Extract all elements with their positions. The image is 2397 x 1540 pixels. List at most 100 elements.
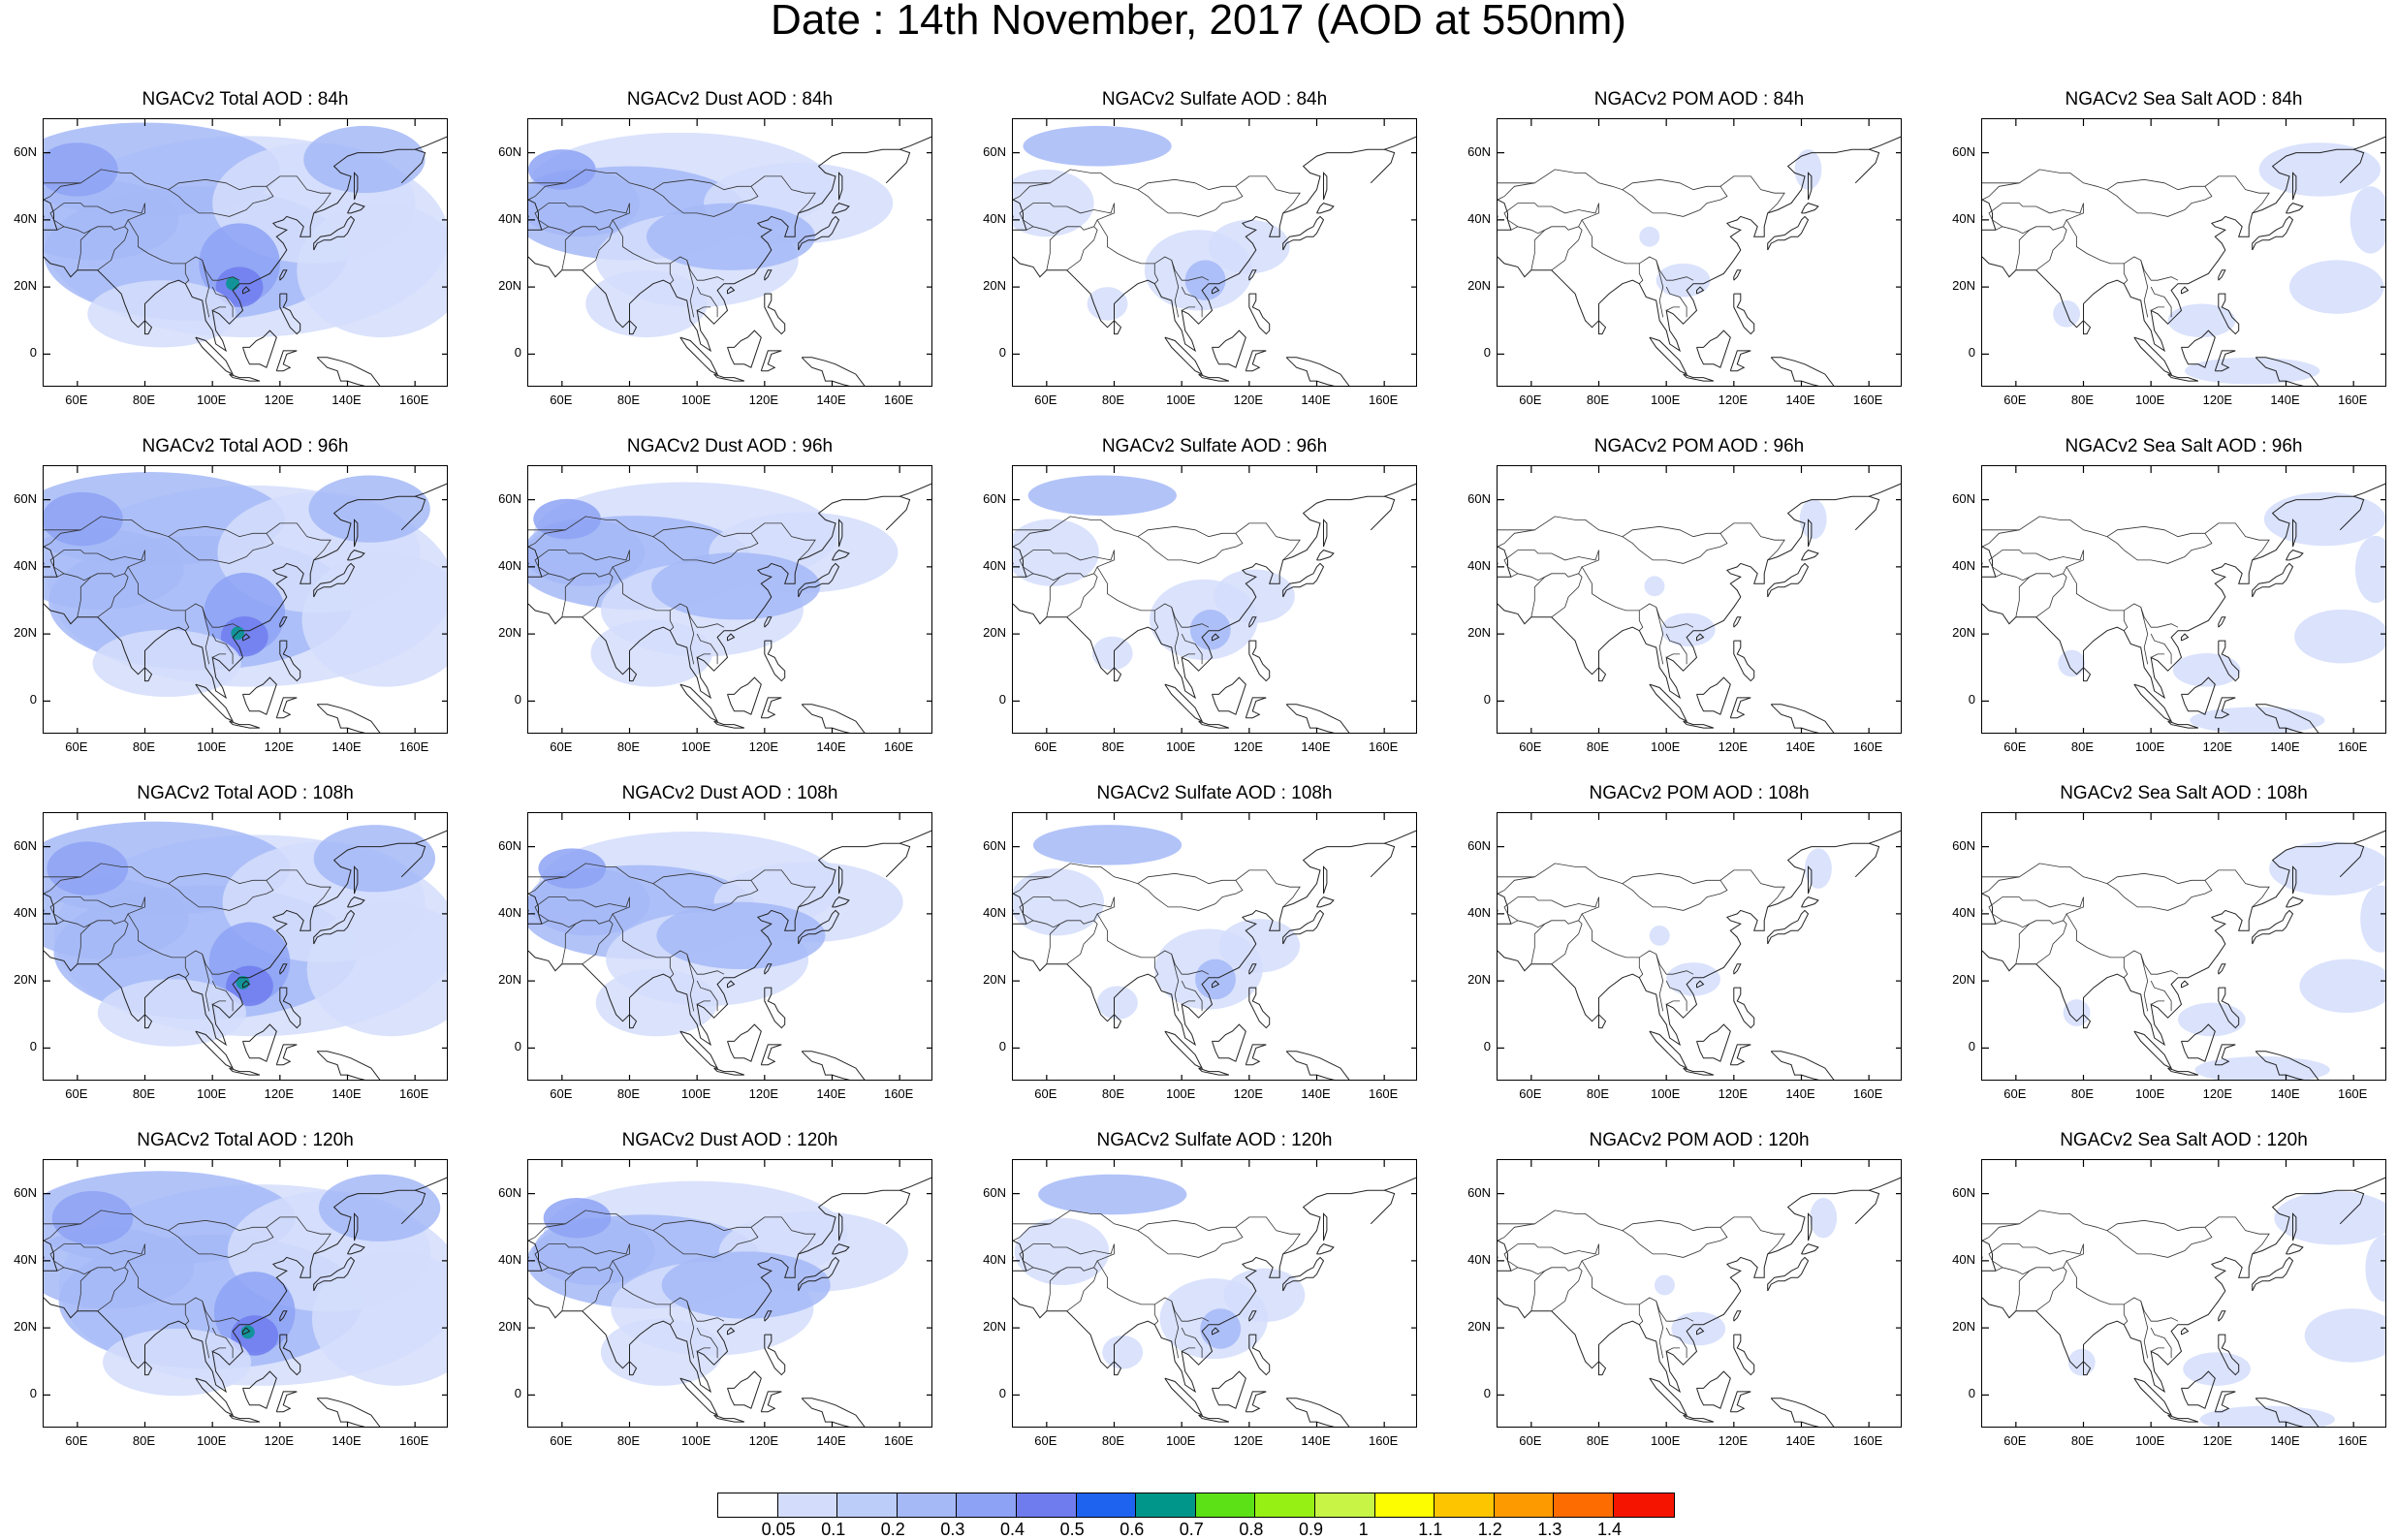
lat-tick-label: 60N xyxy=(14,490,37,506)
coastline xyxy=(832,1243,850,1255)
coastline xyxy=(764,987,786,1029)
aod-field-blob xyxy=(590,619,712,687)
coastline xyxy=(1767,909,1810,945)
lon-tick-label: 140E xyxy=(2270,1433,2300,1448)
aod-field-blob xyxy=(1091,636,1133,671)
map-panel: NGACv2 Sulfate AOD : 108h 60N 40N 20N 0 60E 80… xyxy=(983,783,1417,1101)
coastline xyxy=(1282,909,1325,945)
country-border xyxy=(1137,533,1244,564)
panel-title: NGACv2 Sea Salt AOD : 84h xyxy=(2065,89,2303,110)
aod-field-blob xyxy=(303,125,426,194)
country-border xyxy=(1982,169,2270,214)
map-panel: NGACv2 Total AOD : 96h 60N 40N 20N 0 60E 80E 10… xyxy=(14,436,448,754)
colorbar-label: 1.1 xyxy=(1418,1520,1443,1539)
coastline xyxy=(1498,546,1512,578)
lat-tick-label: 40N xyxy=(498,1251,521,1267)
coastline xyxy=(195,1377,235,1417)
colorbar-swatch xyxy=(1314,1493,1375,1517)
aod-field-blob xyxy=(1810,1197,1838,1239)
coastline xyxy=(1498,1177,1901,1394)
lon-tick-label: 160E xyxy=(2337,739,2368,754)
coastline xyxy=(1982,483,2385,700)
coastline xyxy=(2339,842,2365,878)
lat-tick-label: 60N xyxy=(1467,1184,1491,1200)
lat-tick-label: 0 xyxy=(1483,692,1491,707)
country-border xyxy=(1510,896,1599,928)
coastline xyxy=(400,842,426,878)
coastline xyxy=(629,320,638,335)
aod-field-blob xyxy=(313,825,436,893)
coastline xyxy=(1114,1014,1122,1029)
lat-tick-label: 0 xyxy=(29,1039,37,1054)
aod-field-blob xyxy=(1799,498,1827,540)
lon-tick-label: 60E xyxy=(1519,1086,1542,1101)
lat-tick-label: 0 xyxy=(514,1386,521,1401)
coastline xyxy=(1982,1177,2385,1394)
country-border xyxy=(77,1267,98,1311)
coastline xyxy=(1733,640,1755,682)
map-svg xyxy=(1013,119,1416,386)
lon-tick-label: 60E xyxy=(1034,739,1057,754)
country-border xyxy=(2035,1267,2067,1312)
country-border xyxy=(669,1304,675,1325)
country-border xyxy=(1982,529,2020,548)
aod-field-blob xyxy=(47,841,129,896)
country-border xyxy=(1181,633,1203,665)
coastline xyxy=(727,1023,762,1062)
lon-tick-label: 120E xyxy=(1233,1086,1264,1101)
coastline xyxy=(838,519,843,548)
lon-tick-label: 140E xyxy=(816,1433,846,1448)
lon-tick-label: 140E xyxy=(1785,739,1815,754)
coastline xyxy=(2292,1212,2297,1241)
coastline xyxy=(1733,1310,1742,1322)
coastline xyxy=(1245,1391,1267,1413)
lat-tick-label: 0 xyxy=(998,1386,1006,1401)
lon-tick-label: 140E xyxy=(331,393,362,407)
lat-tick-label: 60N xyxy=(1952,1184,1975,1200)
aod-field-blob xyxy=(44,491,123,547)
coastline xyxy=(764,963,773,975)
country-border xyxy=(1013,863,1301,908)
country-border xyxy=(1665,286,1687,318)
coastline xyxy=(316,704,381,733)
aod-field-blob xyxy=(1013,868,1105,936)
coastline xyxy=(1696,676,1731,715)
coastline xyxy=(1164,1030,1204,1070)
country-border xyxy=(528,1223,566,1241)
coastline xyxy=(229,720,261,729)
lat-tick-label: 0 xyxy=(998,692,1006,707)
country-border xyxy=(1503,1243,1599,1269)
country-border xyxy=(1982,876,2020,895)
colorbar-label: 0.4 xyxy=(1000,1520,1025,1539)
lat-tick-label: 20N xyxy=(1467,972,1491,988)
coastline xyxy=(801,357,866,386)
country-border xyxy=(1019,550,1115,575)
coastline xyxy=(44,136,447,353)
lon-tick-label: 140E xyxy=(331,739,362,754)
coastline xyxy=(760,350,782,372)
lon-tick-label: 80E xyxy=(2070,739,2095,754)
aod-field-blob xyxy=(231,1315,279,1356)
country-border xyxy=(2151,1347,2165,1352)
colorbar-swatch xyxy=(1016,1493,1077,1517)
country-border xyxy=(2015,573,2036,617)
coastline xyxy=(1598,1014,1607,1029)
country-border xyxy=(582,1267,614,1312)
coastline xyxy=(229,1414,261,1423)
map-plot-area xyxy=(527,1159,932,1428)
map-panel: NGACv2 Sea Salt AOD : 108h 60N 40N 20N 0 60E 8… xyxy=(1952,783,2386,1101)
coastline xyxy=(347,203,365,214)
map-plot-area xyxy=(1497,812,1902,1081)
coastline xyxy=(1013,483,1416,700)
country-border xyxy=(1988,203,2084,228)
lon-tick-label: 80E xyxy=(132,393,156,407)
coastline xyxy=(832,550,850,561)
aod-field-blob xyxy=(2294,610,2385,664)
country-border xyxy=(1153,263,1159,284)
country-border xyxy=(1181,1327,1203,1359)
country-border xyxy=(1013,169,1301,214)
coastline xyxy=(1282,562,1325,598)
lon-tick-label: 140E xyxy=(1301,393,1331,407)
map-svg xyxy=(528,1160,931,1427)
country-border xyxy=(1666,653,1681,658)
